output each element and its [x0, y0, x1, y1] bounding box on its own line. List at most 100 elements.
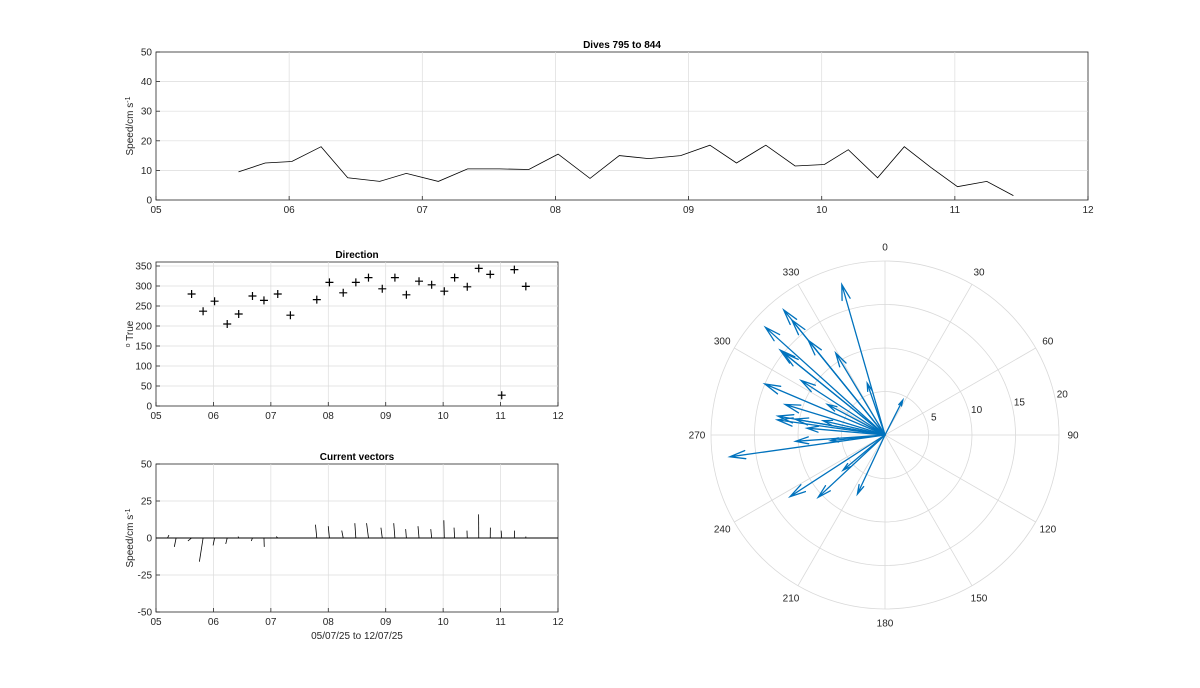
speed-series-line: [238, 144, 1014, 196]
compass-arrow: [781, 351, 886, 436]
speed-xtick-label: 05: [150, 205, 162, 216]
vectors-xlabel: 05/07/25 to 12/07/25: [311, 631, 403, 642]
compass-arrow: [871, 427, 886, 436]
current-vector: [212, 537, 215, 546]
direction-ytick-label: 200: [135, 322, 152, 333]
compass-spoke-8: [734, 434, 886, 523]
direction-point: [339, 288, 348, 297]
direction-plot-area: [155, 261, 559, 407]
compass-arrow: [841, 282, 886, 436]
speed-xtick-label: 07: [417, 205, 429, 216]
direction-point: [450, 273, 459, 282]
compass-arrow: [834, 350, 886, 436]
direction-panel: 05 06 07 08 09 10 11 12 0 50 100 150 200 250 300 350 Dir…: [125, 250, 564, 422]
compass-angle-label: 300: [714, 337, 731, 348]
vectors-ylabel-sup: -1: [125, 508, 132, 514]
direction-ytick-label: 150: [135, 342, 152, 353]
speed-xtick-label: 12: [1082, 205, 1094, 216]
direction-ytick-label: 50: [141, 382, 153, 393]
compass-spoke-10: [734, 347, 886, 436]
compass-radius-label: 5: [931, 412, 937, 423]
current-vector: [417, 526, 420, 539]
compass-angle-label: 180: [877, 619, 894, 630]
current-vector: [167, 534, 170, 539]
compass-arrow: [804, 425, 886, 436]
direction-point: [486, 270, 495, 279]
direction-point: [187, 290, 196, 298]
direction-ylabel: o True: [125, 320, 137, 347]
direction-point: [325, 278, 334, 287]
direction-point: [223, 320, 232, 328]
vectors-xtick-label: 06: [208, 617, 220, 628]
compass-angle-label: 270: [689, 431, 706, 442]
compass-angle-label: 60: [1042, 337, 1054, 348]
direction-ylabel-text: True: [125, 320, 136, 341]
direction-ytick-label: 100: [135, 362, 152, 373]
direction-point: [234, 310, 243, 318]
direction-point: [199, 307, 208, 316]
compass-spoke-5: [884, 434, 973, 586]
direction-point: [273, 290, 282, 298]
compass-angle-label: 330: [783, 268, 800, 279]
direction-xtick-label: 07: [265, 411, 277, 422]
direction-ytick-label: 250: [135, 302, 152, 313]
current-vector: [354, 523, 357, 539]
direction-point: [510, 265, 519, 274]
current-vector: [187, 537, 192, 542]
vectors-xtick-label: 10: [438, 617, 450, 628]
vectors-ytick-label: 50: [141, 460, 153, 471]
vectors-xtick-label: 07: [265, 617, 277, 628]
vectors-xtick-label: 12: [552, 617, 564, 628]
direction-xtick-label: 11: [495, 411, 506, 422]
compass-angle-label: 30: [973, 268, 985, 279]
current-vector: [237, 536, 240, 539]
compass-angle-label: 0: [882, 243, 888, 254]
direction-point: [415, 277, 424, 286]
direction-point: [351, 278, 360, 287]
compass-arrow: [782, 403, 886, 436]
compass-arrow: [763, 325, 886, 436]
current-vector: [327, 526, 330, 539]
direction-point: [440, 287, 449, 296]
direction-point: [210, 297, 219, 306]
direction-ylabel-prefix: o: [125, 343, 132, 347]
speed-ytick-label: 10: [141, 166, 153, 177]
compass-arrow: [866, 380, 886, 436]
compass-arrow: [787, 434, 886, 498]
compass-spoke-7: [797, 434, 886, 586]
compass-angle-label: 120: [1039, 525, 1056, 536]
direction-point: [402, 290, 411, 299]
direction-title: Direction: [335, 250, 378, 261]
compass-arrow: [816, 434, 886, 500]
compass-radius-label: 15: [1014, 397, 1026, 408]
vectors-ylabel-text: Speed/cm s: [125, 515, 136, 568]
current-vector: [250, 537, 253, 542]
vectors-panel: 05 06 07 08 09 10 11 12 -50 -25 0 25 50 Current vecto…: [125, 452, 564, 642]
direction-xtick-label: 05: [150, 411, 162, 422]
direction-ytick-label: 350: [135, 262, 152, 273]
current-vector: [315, 524, 318, 539]
compass-angle-label: 240: [714, 525, 731, 536]
speed-ylabel: Speed/cm s-1: [125, 96, 137, 155]
current-vector: [405, 529, 407, 539]
vectors-xtick-label: 09: [380, 617, 392, 628]
compass-arrow: [884, 397, 904, 436]
compass-panel: 0 30 60 90 120 150 180 210 240 270 300 330 5 10 15 20: [689, 243, 1079, 630]
direction-point: [312, 295, 321, 304]
current-vector: [225, 537, 228, 545]
direction-xtick-label: 08: [323, 411, 335, 422]
compass-angle-label: 150: [971, 593, 988, 604]
vectors-ytick-label: -50: [138, 608, 153, 619]
current-vector: [198, 537, 204, 562]
current-vector: [341, 530, 344, 539]
speed-plot-area: [155, 51, 1089, 201]
direction-point: [474, 264, 483, 273]
direction-xtick-label: 12: [552, 411, 564, 422]
speed-ytick-label: 30: [141, 107, 153, 118]
direction-point: [378, 284, 387, 293]
compass-spoke-4: [884, 434, 1036, 523]
compass-arrow: [790, 318, 886, 436]
compass-angle-label: 210: [783, 593, 800, 604]
vectors-xtick-label: 05: [150, 617, 162, 628]
